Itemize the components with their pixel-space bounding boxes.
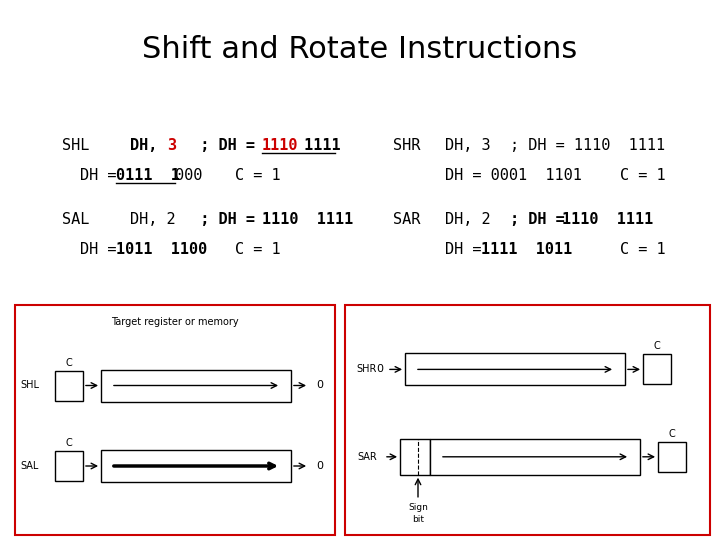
Text: Target register or memory: Target register or memory [111,317,239,327]
Text: 1011  1100: 1011 1100 [116,242,207,258]
Text: 1111  1011: 1111 1011 [481,242,572,258]
Text: C: C [669,429,675,439]
Text: SAR: SAR [357,452,377,462]
Text: SHL: SHL [62,138,89,152]
Text: 1111: 1111 [295,138,341,152]
Text: SHR: SHR [393,138,420,152]
Text: ; DH =: ; DH = [182,213,264,227]
Bar [400,439,430,475]
Bar [345,305,710,535]
Text: DH =: DH = [80,167,125,183]
Text: SAL: SAL [21,461,39,471]
Text: 0: 0 [316,381,323,390]
Text: 0: 0 [376,364,383,374]
Text: ; DH =: ; DH = [182,138,264,152]
Bar [430,439,640,475]
Text: C = 1: C = 1 [620,242,665,258]
Text: DH,: DH, [130,138,166,152]
Text: ; DH = 1110  1111: ; DH = 1110 1111 [510,138,665,152]
Text: 1110  1111: 1110 1111 [262,213,354,227]
Text: Sign: Sign [408,503,428,512]
Text: ; DH =: ; DH = [510,213,574,227]
Text: 3: 3 [167,138,176,152]
Bar [405,353,625,386]
Text: Shift and Rotate Instructions: Shift and Rotate Instructions [143,35,577,64]
Text: 1110: 1110 [262,138,299,152]
Text: C: C [66,438,73,448]
Bar [15,305,335,535]
Text: 1110  1111: 1110 1111 [562,213,653,227]
Bar [55,451,83,481]
Text: 0111  1: 0111 1 [116,167,180,183]
Text: DH = 0001  1101: DH = 0001 1101 [445,167,582,183]
Text: SAR: SAR [393,213,420,227]
Text: bit: bit [412,515,424,524]
Bar [101,450,291,482]
Text: SHL: SHL [20,381,40,390]
Bar [643,354,671,384]
Text: C = 1: C = 1 [235,242,281,258]
Text: DH, 2: DH, 2 [130,213,176,227]
Text: C = 1: C = 1 [620,167,665,183]
Text: 0: 0 [316,461,323,471]
Text: C = 1: C = 1 [235,167,281,183]
Bar [101,369,291,402]
Text: DH, 2: DH, 2 [445,213,490,227]
Bar [658,442,686,472]
Text: 000: 000 [175,167,202,183]
Bar [55,370,83,401]
Text: SHR: SHR [357,364,377,374]
Text: DH, 3: DH, 3 [445,138,490,152]
Text: SAL: SAL [62,213,89,227]
Text: C: C [66,357,73,368]
Text: C: C [654,341,660,352]
Text: DH =: DH = [445,242,490,258]
Text: DH =: DH = [80,242,125,258]
